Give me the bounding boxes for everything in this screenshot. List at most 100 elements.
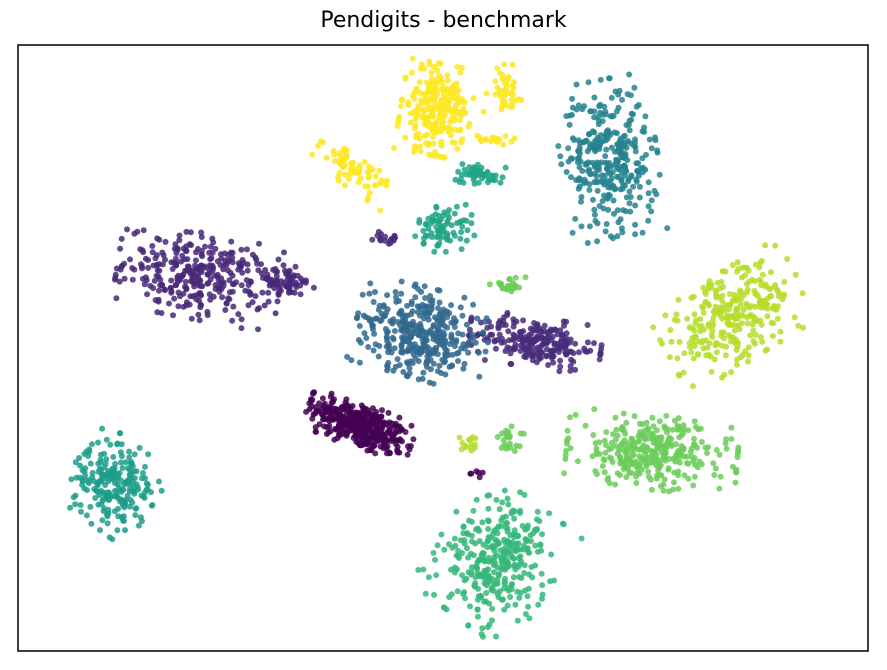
scatter-point-class-6 [431, 248, 438, 255]
scatter-point-class-9 [666, 354, 673, 361]
scatter-point-class-10 [508, 138, 515, 145]
scatter-point-class-1 [221, 261, 228, 268]
scatter-point-class-1 [145, 257, 152, 263]
scatter-point-class-3 [422, 295, 429, 301]
scatter-point-class-8 [561, 470, 568, 477]
scatter-point-class-0 [306, 406, 313, 413]
scatter-point-class-5 [115, 505, 121, 512]
scatter-point-class-10 [492, 78, 499, 85]
scatter-point-class-1 [238, 316, 245, 323]
scatter-point-class-4 [578, 198, 584, 205]
scatter-point-class-10 [425, 141, 432, 148]
scatter-point-class-2 [528, 331, 535, 337]
scatter-point-class-4 [594, 167, 601, 173]
scatter-point-class-2 [387, 240, 394, 246]
scatter-point-class-9 [768, 319, 775, 326]
scatter-point-class-7 [503, 520, 509, 526]
scatter-point-class-1 [159, 282, 166, 288]
scatter-point-class-9 [676, 339, 683, 345]
scatter-point-class-0 [364, 426, 371, 433]
scatter-point-class-9 [691, 343, 698, 350]
scatter-point-class-0 [331, 436, 338, 443]
scatter-point-class-7 [547, 578, 554, 585]
scatter-point-class-7 [493, 633, 499, 640]
scatter-point-class-0 [312, 428, 319, 435]
scatter-point-class-8 [645, 435, 652, 442]
scatter-point-class-3 [423, 337, 430, 344]
scatter-point-class-10 [509, 61, 516, 68]
scatter-point-class-4 [612, 148, 618, 155]
scatter-point-class-10 [458, 64, 465, 71]
scatter-point-class-9 [733, 347, 740, 353]
scatter-point-class-1 [113, 295, 120, 302]
scatter-point-class-4 [632, 148, 639, 155]
scatter-point-class-7 [537, 542, 544, 549]
scatter-point-class-5 [131, 451, 138, 458]
scatter-point-class-6 [448, 222, 455, 229]
scatter-point-class-7 [473, 564, 480, 571]
scatter-point-class-1 [272, 310, 279, 317]
scatter-point-class-8 [666, 434, 673, 441]
scatter-point-class-9 [722, 352, 729, 359]
scatter-point-class-4 [632, 136, 638, 143]
scatter-point-class-3 [439, 333, 446, 340]
scatter-point-class-2 [549, 333, 556, 340]
scatter-point-class-9 [675, 296, 682, 303]
scatter-point-class-6 [435, 217, 442, 224]
scatter-point-class-4 [617, 186, 624, 193]
scatter-point-class-4 [620, 207, 627, 214]
scatter-point-class-0 [370, 442, 377, 449]
scatter-point-class-0 [362, 405, 369, 412]
scatter-point-class-4 [565, 145, 572, 152]
scatter-point-class-10 [458, 139, 465, 146]
scatter-point-class-9 [737, 301, 744, 308]
scatter-point-class-4 [591, 108, 598, 115]
scatter-point-class-0 [328, 399, 335, 406]
scatter-point-class-9 [462, 443, 469, 449]
scatter-point-class-10 [309, 151, 316, 158]
scatter-point-class-4 [580, 180, 587, 187]
scatter-point-class-1 [187, 229, 194, 236]
scatter-point-class-9 [729, 262, 736, 269]
scatter-point-class-7 [481, 557, 488, 564]
scatter-point-class-10 [376, 167, 383, 174]
scatter-point-class-2 [538, 328, 545, 335]
scatter-point-class-7 [474, 606, 481, 613]
scatter-point-class-3 [355, 310, 362, 317]
scatter-point-class-0 [396, 449, 403, 456]
scatter-point-class-8 [516, 284, 523, 291]
scatter-point-class-4 [603, 177, 610, 184]
scatter-point-class-7 [454, 588, 461, 595]
scatter-point-class-9 [742, 272, 748, 279]
scatter-point-class-1 [152, 255, 159, 262]
scatter-point-class-6 [451, 232, 458, 239]
scatter-point-class-0 [379, 424, 386, 431]
scatter-point-class-9 [756, 276, 763, 283]
scatter-point-class-0 [372, 450, 379, 457]
scatter-point-class-8 [648, 486, 655, 493]
scatter-point-class-9 [777, 328, 784, 335]
scatter-point-class-4 [598, 159, 605, 166]
scatter-point-class-8 [516, 443, 523, 450]
scatter-point-class-7 [491, 569, 497, 576]
scatter-point-class-5 [86, 448, 93, 455]
scatter-point-class-4 [613, 108, 620, 115]
scatter-point-class-4 [632, 231, 639, 238]
scatter-point-class-8 [735, 448, 742, 455]
scatter-point-class-1 [229, 259, 236, 266]
scatter-point-class-8 [694, 464, 701, 471]
scatter-point-class-8 [691, 435, 697, 442]
scatter-point-class-10 [342, 182, 348, 189]
scatter-point-class-3 [404, 302, 411, 309]
scatter-point-class-8 [643, 463, 650, 469]
scatter-point-class-7 [538, 570, 545, 577]
scatter-point-class-7 [470, 507, 477, 514]
scatter-point-class-8 [716, 485, 723, 492]
scatter-point-class-5 [143, 480, 150, 487]
scatter-point-class-3 [409, 360, 416, 367]
scatter-point-class-10 [372, 173, 379, 180]
scatter-point-class-7 [499, 499, 506, 506]
scatter-point-class-10 [509, 82, 516, 89]
scatter-point-class-9 [695, 351, 702, 358]
scatter-point-class-2 [369, 236, 376, 243]
